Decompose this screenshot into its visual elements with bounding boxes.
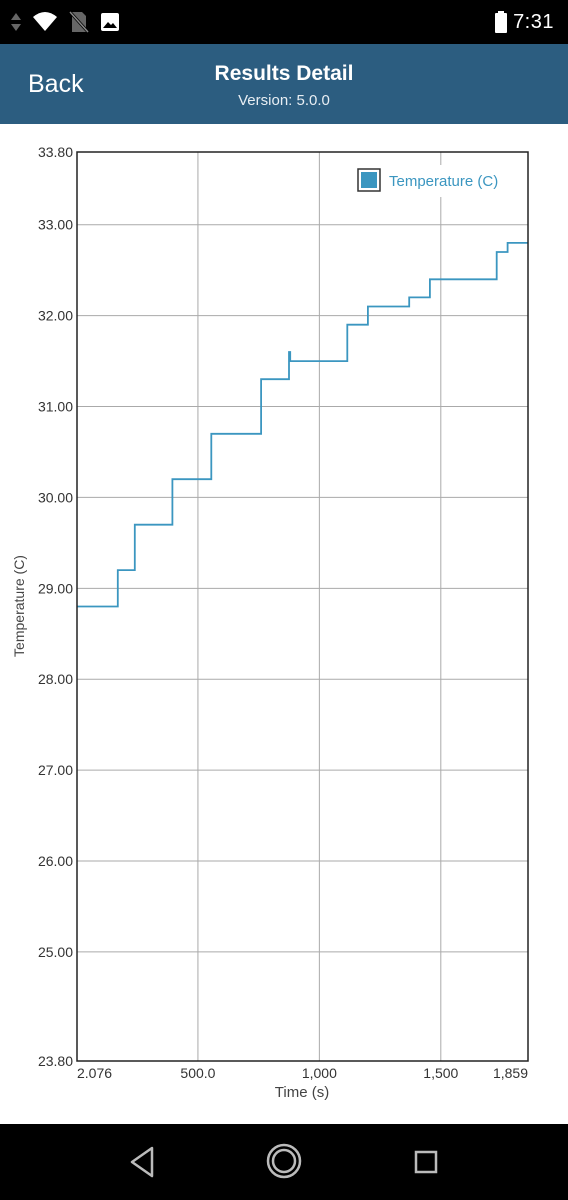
nav-home-icon[interactable]: [265, 1142, 303, 1180]
y-tick-label: 30.00: [38, 489, 73, 505]
series-line-temperature: [77, 242, 528, 608]
version-label: Version: 5.0.0: [238, 92, 330, 109]
page-title: Results Detail: [214, 62, 354, 85]
y-tick-label: 28.00: [38, 671, 73, 687]
x-tick-label: 500.0: [180, 1065, 215, 1081]
series-layer: [77, 242, 528, 608]
legend: Temperature (C): [351, 165, 511, 197]
y-tick-labels: 23.80 25.00 26.00 27.00 28.00 29.00 30.00 31.00…: [38, 144, 73, 1069]
wifi-icon: [33, 12, 57, 31]
app-header: Back Results Detail Version: 5.0.0: [0, 44, 568, 124]
grid-layer: [77, 152, 528, 1061]
system-nav-bar: [0, 1124, 568, 1200]
status-bar-left-icons: [10, 8, 120, 36]
legend-label: Temperature (C): [389, 173, 498, 190]
y-tick-label: 25.00: [38, 944, 73, 960]
x-axis-label: Time (s): [275, 1084, 329, 1101]
x-tick-label: 1,500: [423, 1065, 458, 1081]
no-sim-icon: [68, 10, 90, 34]
legend-swatch: [361, 172, 377, 188]
x-tick-labels: 2.076 500.0 1,000 1,500 1,859: [77, 1065, 528, 1081]
y-tick-label: 33.80: [38, 144, 73, 160]
back-button[interactable]: Back: [28, 70, 84, 98]
nav-back-icon[interactable]: [128, 1144, 156, 1180]
status-bar-right: 7:31: [495, 8, 554, 36]
x-tick-label: 1,000: [302, 1065, 337, 1081]
y-axis-label: Temperature (C): [11, 555, 27, 657]
y-tick-label: 29.00: [38, 580, 73, 596]
plot-frame: [76, 151, 529, 1062]
y-tick-label: 27.00: [38, 762, 73, 778]
x-tick-label: 2.076: [77, 1065, 112, 1081]
data-arrows-icon: [11, 13, 21, 31]
chart-container: 23.80 25.00 26.00 27.00 28.00 29.00 30.00 31.00…: [0, 124, 568, 1124]
x-tick-label: 1,859: [493, 1065, 528, 1081]
y-tick-label: 31.00: [38, 399, 73, 415]
temperature-chart[interactable]: 23.80 25.00 26.00 27.00 28.00 29.00 30.00 31.00…: [0, 124, 568, 1124]
y-tick-label: 33.00: [38, 217, 73, 233]
image-notification-icon: [101, 13, 119, 31]
y-tick-label: 23.80: [38, 1053, 73, 1069]
status-time: 7:31: [513, 10, 554, 33]
nav-recents-icon[interactable]: [414, 1150, 438, 1174]
status-bar: 7:31: [0, 0, 568, 44]
y-tick-label: 26.00: [38, 853, 73, 869]
y-tick-label: 32.00: [38, 308, 73, 324]
battery-icon: [495, 11, 508, 33]
